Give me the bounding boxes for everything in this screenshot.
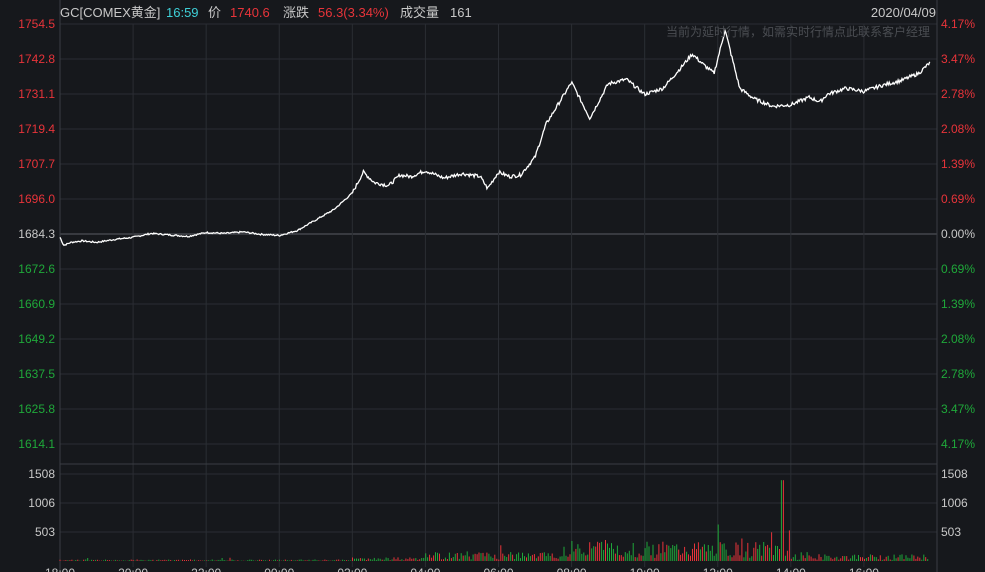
time-tick-label: 22:00 [191,566,221,572]
percent-tick-label: 4.17% [941,437,975,451]
time-tick-label: 16:00 [849,566,879,572]
volume-caption: 成交量 [400,5,439,20]
time-tick-label: 14:00 [776,566,806,572]
price-tick-label: 1719.4 [18,122,55,136]
percent-tick-label: 4.17% [941,17,975,31]
price-caption: 价 [208,5,221,20]
time-label: 16:59 [166,5,199,20]
price-axis: 1754.5 1742.8 1731.1 1719.4 1707.7 1696.0 1684… [18,17,55,451]
time-tick-label: 00:00 [264,566,294,572]
watermark-text[interactable]: 当前为延时行情，如需实时行情点此联系客户经理 [666,24,930,39]
header-bar: GC[COMEX黄金] 16:59 价 1740.6 涨跌 56.3(3.34%… [60,5,936,20]
percent-axis: 4.17% 3.47% 2.78% 2.08% 1.39% 0.69% 0.00% 0.69%… [941,17,975,451]
price-tick-label: 1754.5 [18,17,55,31]
price-tick-label: 1625.8 [18,402,55,416]
time-tick-label: 06:00 [483,566,513,572]
price-tick-label: 1684.3 [18,227,55,241]
percent-tick-label: 3.47% [941,402,975,416]
time-tick-label: 20:00 [118,566,148,572]
percent-tick-label: 1.39% [941,297,975,311]
time-tick-label: 12:00 [703,566,733,572]
price-tick-label: 1660.9 [18,297,55,311]
volume-tick-label: 503 [35,525,55,539]
percent-tick-label: 0.69% [941,192,975,206]
volume-tick-label-right: 1006 [941,496,968,510]
time-tick-label: 04:00 [410,566,440,572]
volume-axis: 1508 1508 1006 1006 503 503 [28,467,968,539]
percent-tick-label: 2.78% [941,367,975,381]
percent-tick-label: 2.08% [941,122,975,136]
volume-tick-label-right: 503 [941,525,961,539]
date-label: 2020/04/09 [871,5,936,20]
volume-tick-label-right: 1508 [941,467,968,481]
percent-tick-label: 0.69% [941,262,975,276]
volume-tick-label: 1006 [28,496,55,510]
price-tick-label: 1649.2 [18,332,55,346]
price-line [59,28,931,247]
price-tick-label: 1707.7 [18,157,55,171]
time-tick-label: 02:00 [337,566,367,572]
percent-tick-label: 2.78% [941,87,975,101]
price-tick-label: 1731.1 [18,87,55,101]
percent-tick-label: 2.08% [941,332,975,346]
volume-bars [59,480,929,561]
time-tick-label: 10:00 [630,566,660,572]
volume-value: 161 [450,5,472,20]
grid-lines [59,0,938,572]
symbol-label: GC[COMEX黄金] [60,5,160,20]
time-axis: 18:00 20:00 22:00 00:00 02:00 04:00 06:00 08:00… [45,566,879,572]
price-tick-label: 1672.6 [18,262,55,276]
percent-tick-label: 1.39% [941,157,975,171]
volume-tick-label: 1508 [28,467,55,481]
price-tick-label: 1637.5 [18,367,55,381]
change-caption: 涨跌 [283,5,309,20]
price-tick-label: 1742.8 [18,52,55,66]
percent-tick-label: 3.47% [941,52,975,66]
time-tick-label: 08:00 [557,566,587,572]
change-value: 56.3(3.34%) [318,5,389,20]
price-value: 1740.6 [230,5,270,20]
time-tick-label: 18:00 [45,566,75,572]
price-tick-label: 1614.1 [18,437,55,451]
price-tick-label: 1696.0 [18,192,55,206]
percent-tick-label: 0.00% [941,227,975,241]
